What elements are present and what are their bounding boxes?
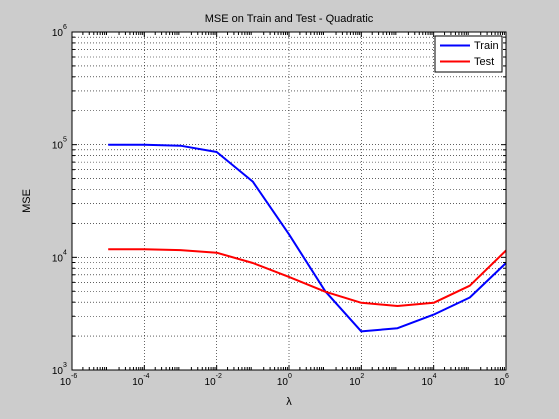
x-tick-label-base: 10 (132, 377, 144, 388)
grid (72, 32, 506, 370)
x-tick-label: 106 (494, 373, 509, 388)
x-tick-label: 10-2 (205, 373, 222, 388)
x-tick-label-exponent: -4 (143, 373, 149, 380)
x-tick-label-exponent: -6 (71, 373, 77, 380)
chart-title: MSE on Train and Test - Quadratic (205, 13, 374, 25)
x-tick-label-base: 10 (277, 377, 289, 388)
x-tick-label-base: 10 (205, 377, 217, 388)
y-tick-label-base: 10 (52, 141, 64, 152)
x-axis-label: λ (286, 396, 292, 408)
series-line-test (108, 248, 507, 307)
axis-ticks (71, 31, 507, 371)
y-tick-label-exponent: 6 (63, 24, 67, 31)
x-tick-label: 104 (422, 373, 437, 388)
x-tick-label-base: 10 (494, 377, 506, 388)
y-tick-label: 106 (52, 24, 67, 39)
x-tick-label-base: 10 (422, 377, 434, 388)
x-tick-label: 100 (277, 373, 292, 388)
x-tick-label-base: 10 (60, 377, 72, 388)
legend-label-train: Train (474, 40, 499, 52)
y-tick-label-exponent: 5 (63, 137, 67, 144)
series-lines (108, 143, 507, 333)
y-tick-label-exponent: 3 (63, 362, 67, 369)
x-tick-label-base: 10 (349, 377, 361, 388)
y-tick-label: 104 (52, 249, 67, 264)
y-tick-label-exponent: 4 (63, 249, 67, 256)
y-tick-label-base: 10 (52, 28, 64, 39)
y-tick-label-base: 10 (52, 366, 64, 377)
y-tick-label: 105 (52, 137, 67, 152)
x-tick-label-exponent: 0 (288, 373, 292, 380)
y-tick-label: 103 (52, 362, 67, 377)
legend: Train Test (434, 35, 503, 73)
x-tick-label: 102 (349, 373, 364, 388)
y-tick-label-base: 10 (52, 253, 64, 264)
x-tick-label-exponent: 6 (505, 373, 509, 380)
x-tick-label-exponent: 4 (433, 373, 437, 380)
x-tick-label: 10-6 (60, 373, 77, 388)
series-line-train (108, 143, 507, 333)
x-tick-label-exponent: -2 (216, 373, 222, 380)
x-tick-label: 10-4 (132, 373, 149, 388)
legend-label-test: Test (474, 56, 494, 68)
legend-box (434, 35, 503, 73)
x-tick-label-exponent: 2 (360, 373, 364, 380)
y-axis-label: MSE (21, 189, 33, 213)
